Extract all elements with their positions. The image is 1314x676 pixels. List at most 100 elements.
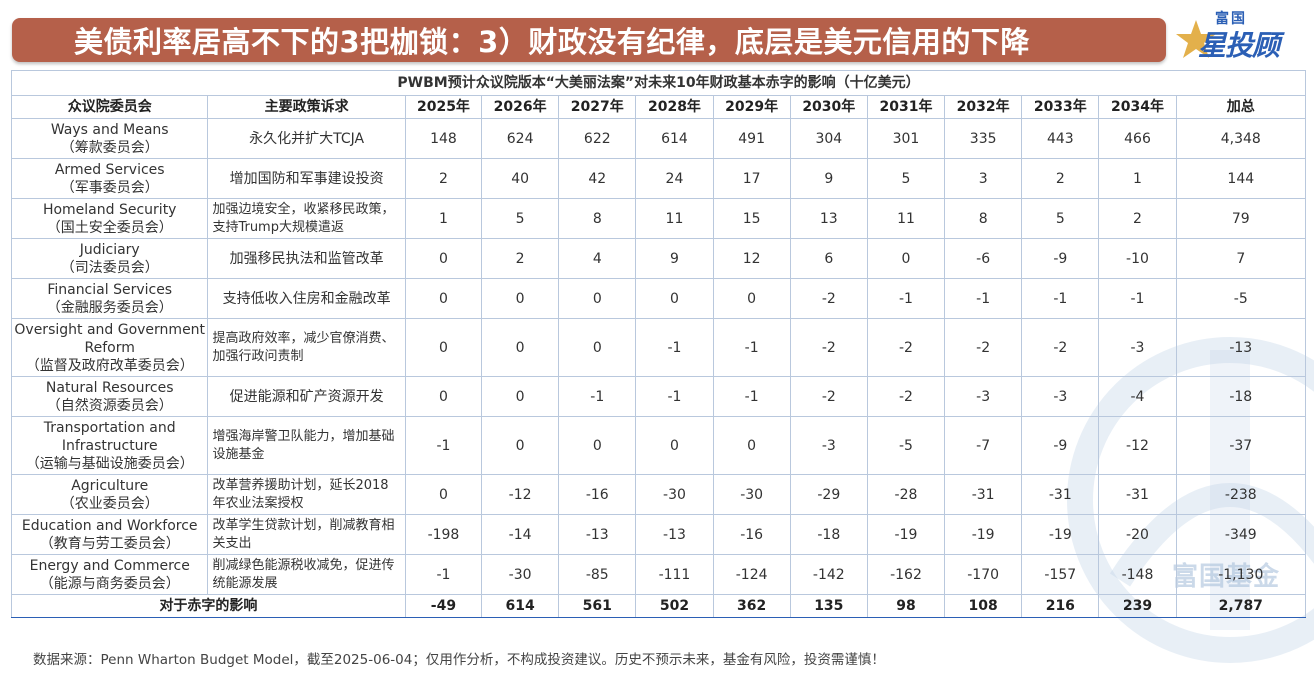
value-cell: -7 bbox=[944, 416, 1023, 475]
value-cell: 0 bbox=[558, 318, 637, 377]
value-cell: -1 bbox=[712, 318, 791, 377]
value-cell: 2 bbox=[481, 238, 560, 279]
value-cell: -2 bbox=[866, 376, 946, 417]
value-cell: -1 bbox=[1098, 278, 1177, 319]
value-cell: 0 bbox=[404, 376, 483, 417]
value-cell: 0 bbox=[481, 278, 560, 319]
value-cell: -4 bbox=[1098, 376, 1177, 417]
value-cell: -9 bbox=[1021, 238, 1100, 279]
table-row: Judiciary （司法委员会） 加强移民执法和监管改革 0 2 4 9 12 6 0 -6 -9-… bbox=[10, 238, 1307, 279]
row-total-cell: 7 bbox=[1175, 238, 1307, 279]
committee-name-en: Natural Resources bbox=[45, 379, 174, 396]
row-total-cell: 144 bbox=[1175, 158, 1307, 199]
policy-cell: 增加国防和军事建设投资 bbox=[207, 158, 406, 199]
table-row: Financial Services （金融服务委员会） 支持低收入住房和金融改革 0… bbox=[10, 278, 1307, 319]
value-cell: -170 bbox=[944, 554, 1023, 595]
value-cell: -2 bbox=[944, 318, 1023, 377]
value-cell: -13 bbox=[558, 514, 637, 555]
total-value-cell: 98 bbox=[866, 594, 946, 618]
value-cell: 15 bbox=[712, 198, 791, 239]
total-value-cell: 135 bbox=[789, 594, 868, 618]
committee-name-en: Armed Services bbox=[54, 161, 165, 178]
policy-cell: 提高政府效率，减少官僚消费、加强行政问责制 bbox=[207, 318, 406, 377]
committee-name-zh: （军事委员会） bbox=[60, 179, 159, 196]
committee-name-zh: （教育与劳工委员会） bbox=[39, 535, 180, 552]
value-cell: 491 bbox=[712, 118, 791, 159]
committee-cell: Transportation and Infrastructure （运输与基础设… bbox=[10, 416, 209, 475]
table-row: Oversight and Government Reform （监督及政府改革委… bbox=[10, 318, 1307, 377]
value-cell: -1 bbox=[635, 376, 714, 417]
row-total-cell: 4,348 bbox=[1175, 118, 1307, 159]
total-value-cell: 362 bbox=[712, 594, 791, 618]
value-cell: 466 bbox=[1098, 118, 1177, 159]
policy-cell: 削减绿色能源税收减免，促进传统能源发展 bbox=[207, 554, 406, 595]
value-cell: 0 bbox=[404, 474, 483, 515]
value-cell: 0 bbox=[558, 278, 637, 319]
column-header: 2032年 bbox=[944, 95, 1023, 119]
total-value-cell: 561 bbox=[558, 594, 637, 618]
value-cell: -5 bbox=[866, 416, 946, 475]
value-cell: 3 bbox=[944, 158, 1023, 199]
table-row: Ways and Means （筹款委员会） 永久化并扩大TCJA 148 624 622… bbox=[10, 118, 1307, 159]
value-cell: 1 bbox=[1098, 158, 1177, 199]
value-cell: 0 bbox=[635, 278, 714, 319]
value-cell: 0 bbox=[712, 278, 791, 319]
value-cell: 301 bbox=[866, 118, 946, 159]
committee-name-zh: （司法委员会） bbox=[60, 259, 159, 276]
committee-cell: Armed Services （军事委员会） bbox=[10, 158, 209, 199]
value-cell: -2 bbox=[789, 376, 868, 417]
value-cell: -29 bbox=[789, 474, 868, 515]
value-cell: -30 bbox=[481, 554, 560, 595]
column-header: 2030年 bbox=[789, 95, 868, 119]
value-cell: 0 bbox=[558, 416, 637, 475]
value-cell: -198 bbox=[404, 514, 483, 555]
policy-cell: 增强海岸警卫队能力，增加基础设施基金 bbox=[207, 416, 406, 475]
value-cell: 5 bbox=[1021, 198, 1100, 239]
value-cell: 443 bbox=[1021, 118, 1100, 159]
logo-text-big: 星投顾 bbox=[1198, 29, 1280, 62]
row-total-cell: 79 bbox=[1175, 198, 1307, 239]
value-cell: -19 bbox=[944, 514, 1023, 555]
total-label: 对于赤字的影响 bbox=[11, 594, 406, 618]
value-cell: 9 bbox=[789, 158, 868, 199]
value-cell: 11 bbox=[635, 198, 714, 239]
value-cell: 5 bbox=[481, 198, 560, 239]
column-header: 2029年 bbox=[712, 95, 791, 119]
policy-cell: 加强边境安全，收紧移民政策，支持Trump大规模遣返 bbox=[207, 198, 406, 239]
value-cell: -142 bbox=[789, 554, 868, 595]
value-cell: -9 bbox=[1021, 416, 1100, 475]
table-row: Education and Workforce （教育与劳工委员会） 改革学生贷款计… bbox=[10, 514, 1307, 555]
value-cell: -1 bbox=[944, 278, 1023, 319]
total-row: 对于赤字的影响 -49 614 561 502 362 135 98 108 216 239 2,78… bbox=[11, 594, 1307, 618]
total-value-cell: 2,787 bbox=[1175, 594, 1307, 618]
value-cell: -124 bbox=[712, 554, 791, 595]
value-cell: -30 bbox=[635, 474, 714, 515]
column-header: 2025年 bbox=[404, 95, 483, 119]
value-cell: 148 bbox=[404, 118, 483, 159]
row-total-cell: -37 bbox=[1175, 416, 1307, 475]
value-cell: -30 bbox=[712, 474, 791, 515]
value-cell: 0 bbox=[866, 238, 946, 279]
row-total-cell: -349 bbox=[1175, 514, 1307, 555]
column-header: 2027年 bbox=[558, 95, 637, 119]
committee-cell: Education and Workforce （教育与劳工委员会） bbox=[10, 514, 209, 555]
value-cell: -2 bbox=[1021, 318, 1100, 377]
value-cell: 6 bbox=[789, 238, 868, 279]
value-cell: -1 bbox=[866, 278, 946, 319]
value-cell: 4 bbox=[558, 238, 637, 279]
committee-name-zh: （金融服务委员会） bbox=[46, 299, 173, 316]
value-cell: -162 bbox=[866, 554, 946, 595]
value-cell: 622 bbox=[558, 118, 637, 159]
table-row: Energy and Commerce （能源与商务委员会） 削减绿色能源税收减免，… bbox=[10, 554, 1307, 595]
value-cell: 0 bbox=[481, 318, 560, 377]
value-cell: -1 bbox=[558, 376, 637, 417]
policy-cell: 永久化并扩大TCJA bbox=[207, 118, 406, 159]
value-cell: 24 bbox=[635, 158, 714, 199]
value-cell: 0 bbox=[712, 416, 791, 475]
value-cell: -157 bbox=[1021, 554, 1100, 595]
value-cell: -10 bbox=[1098, 238, 1177, 279]
committee-cell: Homeland Security （国土安全委员会） bbox=[10, 198, 209, 239]
value-cell: -19 bbox=[1021, 514, 1100, 555]
value-cell: -3 bbox=[789, 416, 868, 475]
committee-name-zh: （能源与商务委员会） bbox=[39, 575, 180, 592]
